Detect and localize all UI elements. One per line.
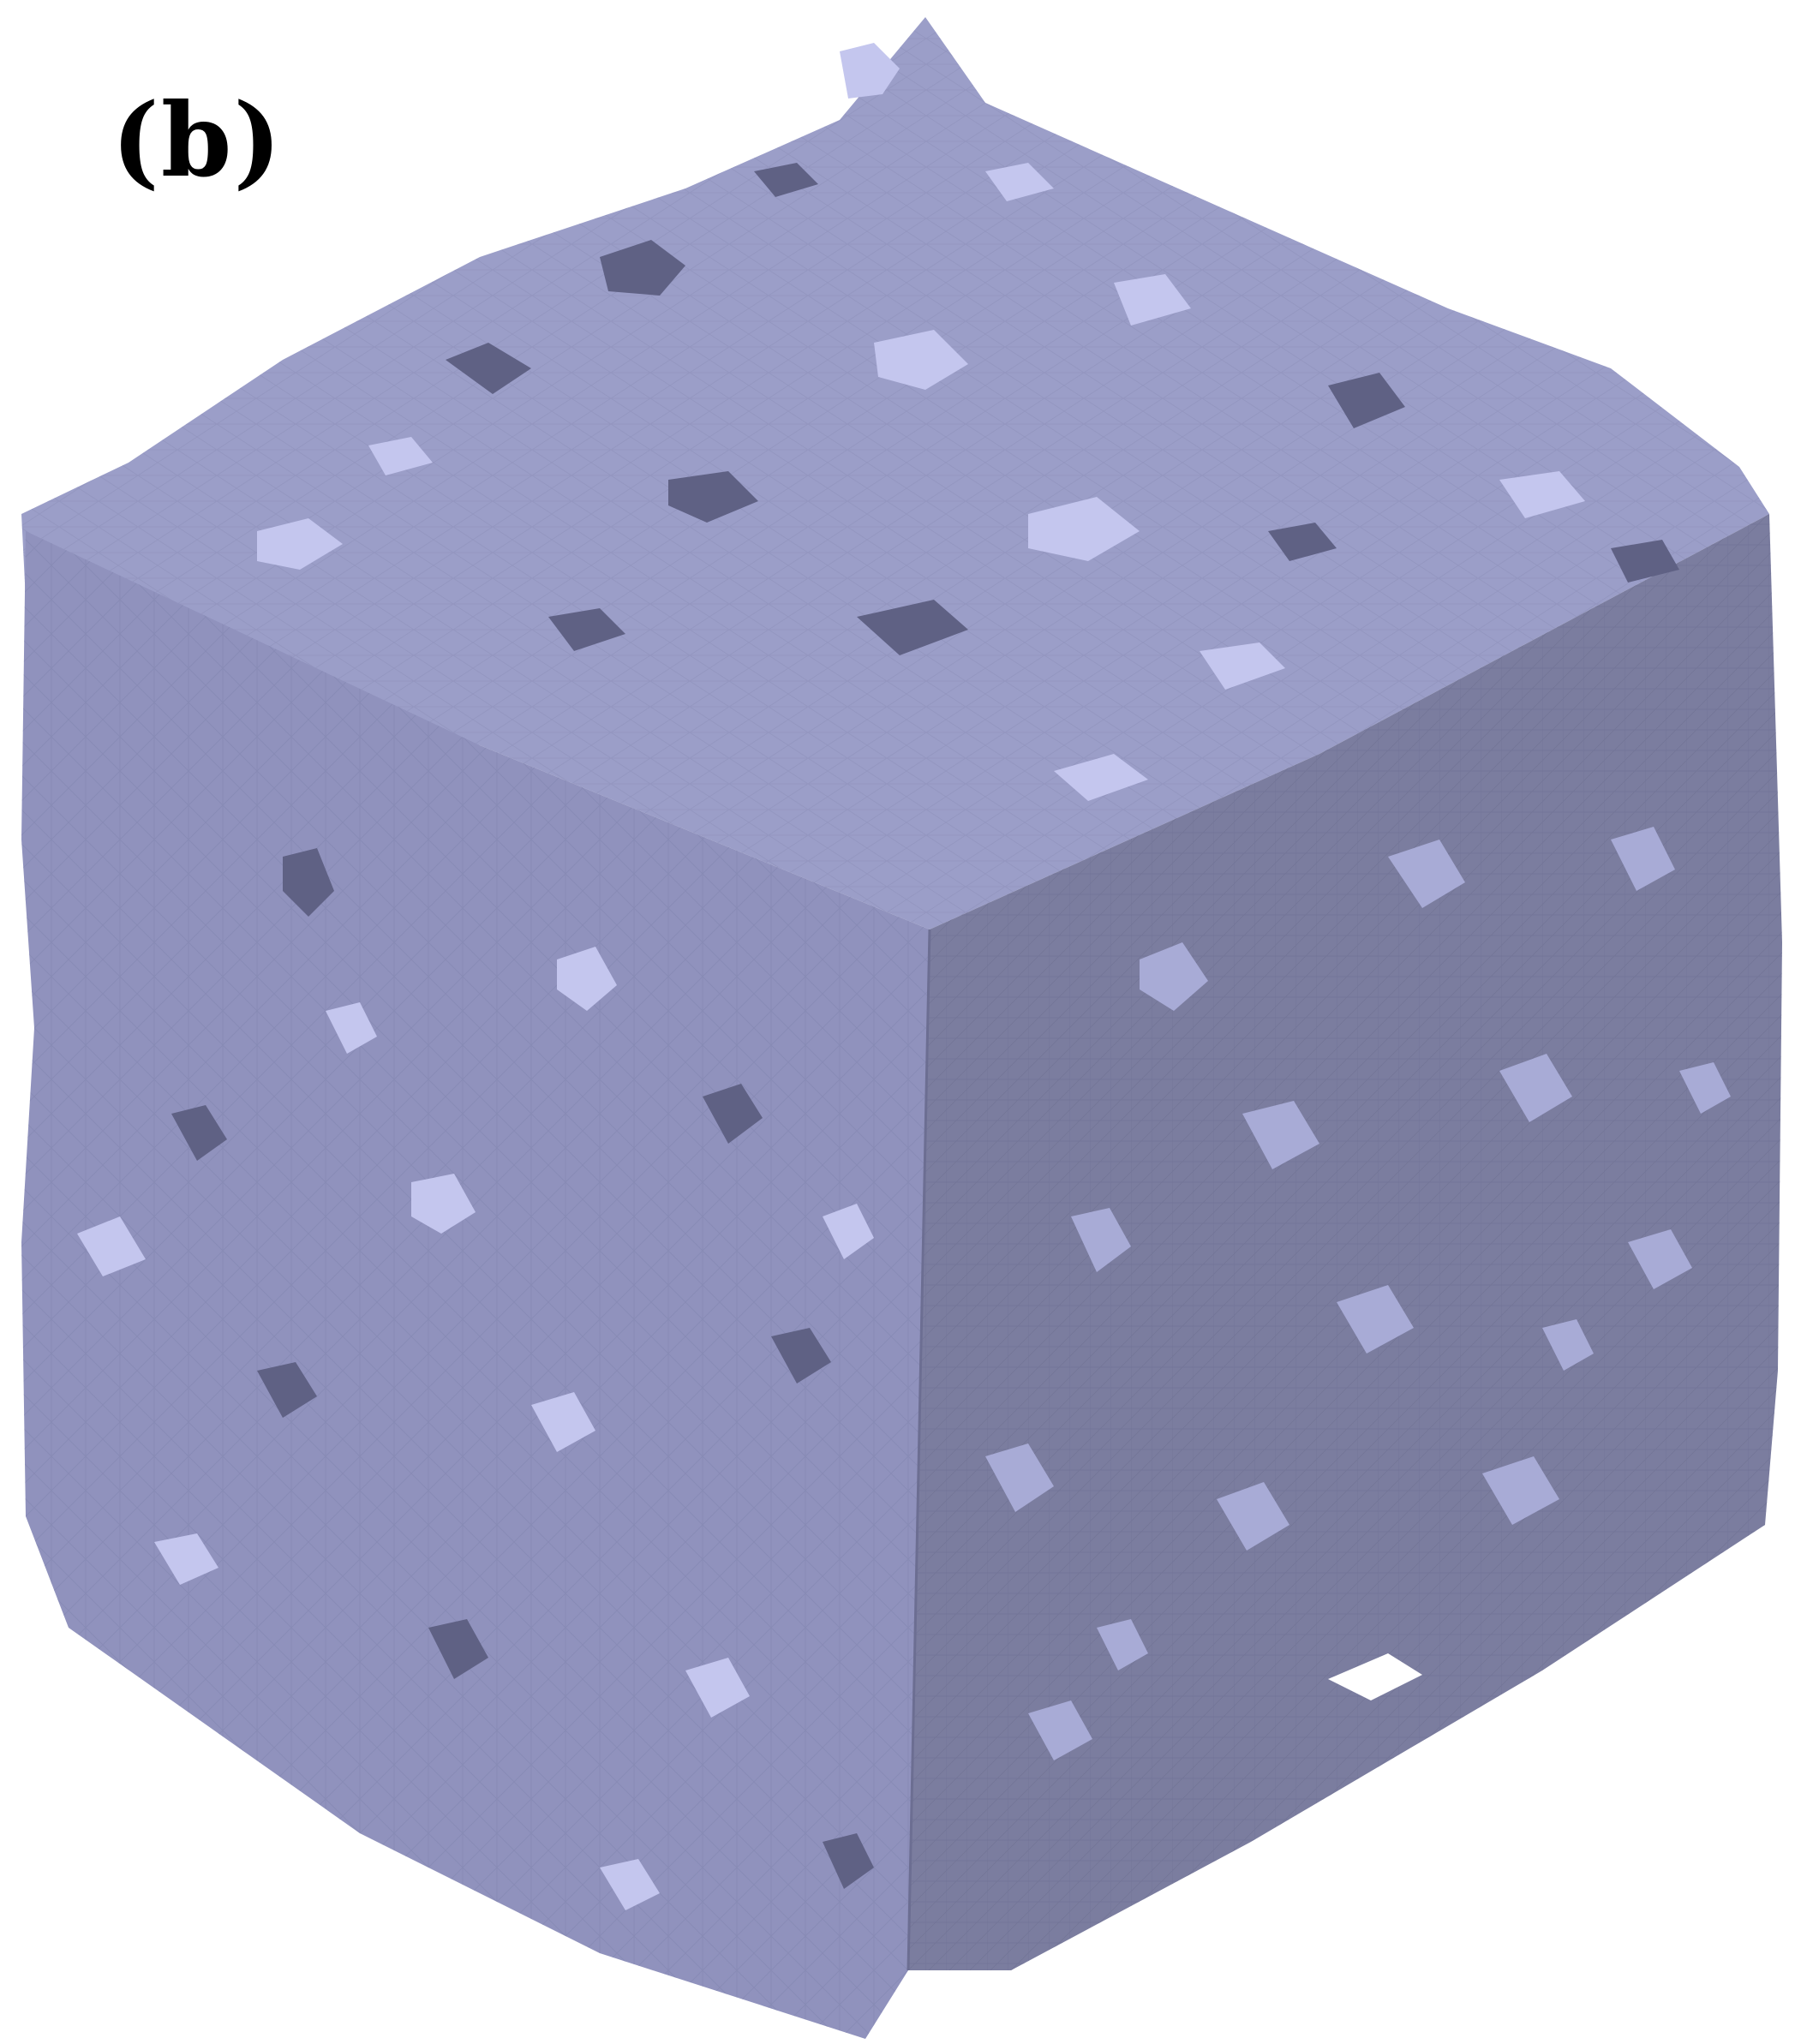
panel-label: (b) [111, 81, 284, 200]
right-face-pores [985, 827, 1731, 1760]
cube-top-face [21, 17, 1769, 929]
cube-left-face [21, 531, 930, 2039]
cube-right-face [908, 514, 1782, 1970]
left-face-pores [77, 848, 874, 1910]
cube-front-edge [906, 929, 931, 1971]
top-face-pores [257, 43, 1679, 801]
